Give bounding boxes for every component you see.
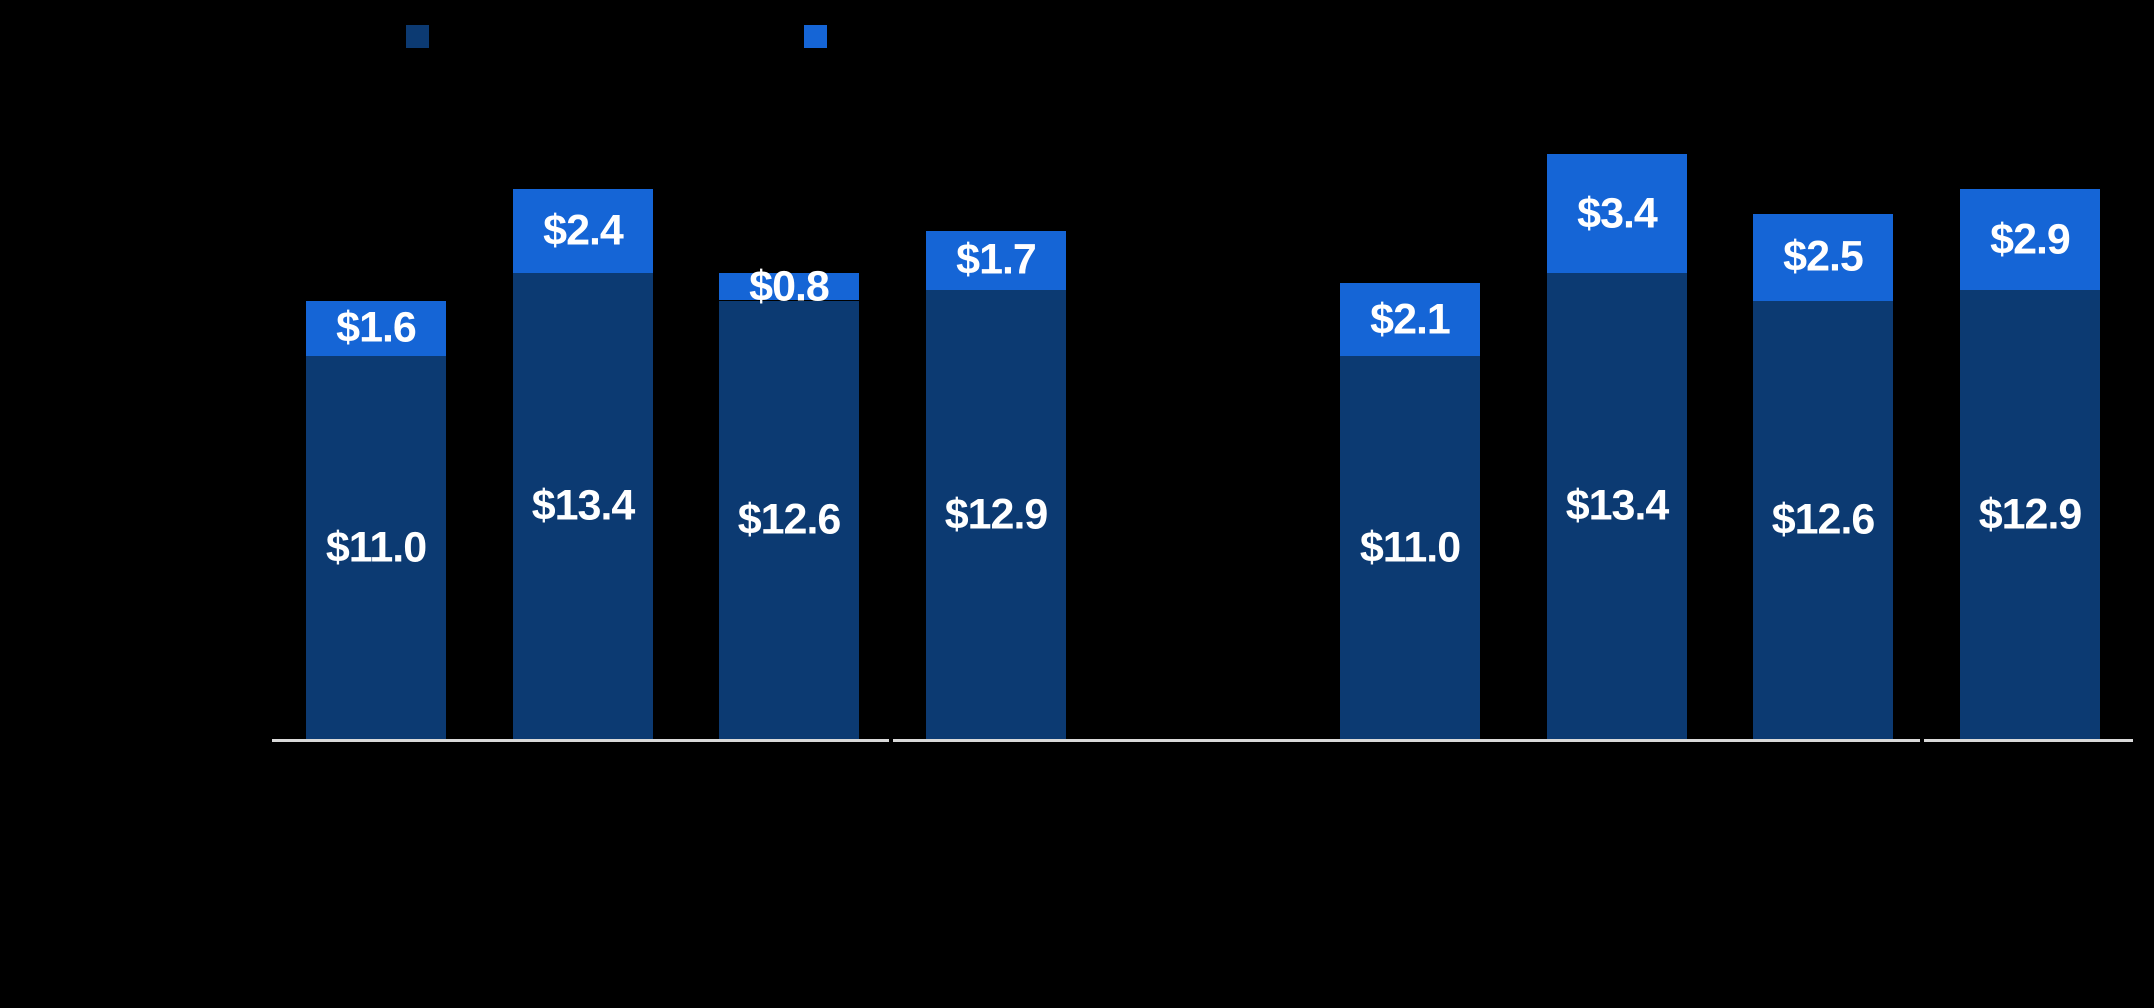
bar-segment-bottom: $11.0 <box>1340 356 1480 739</box>
bar-value-label: $1.6 <box>336 303 417 352</box>
bar-segment-top: $1.6 <box>306 300 446 357</box>
bar-value-label: $11.0 <box>1359 523 1461 572</box>
bar-segment-top: $2.4 <box>513 189 653 273</box>
bar-value-label: $12.6 <box>737 495 842 544</box>
legend-swatch-1 <box>406 25 429 48</box>
bar-value-label: $12.6 <box>1771 495 1876 544</box>
bar-segment-bottom: $12.9 <box>1960 290 2100 739</box>
bar-segment-bottom: $12.9 <box>926 290 1066 739</box>
bar-value-label: $11.0 <box>325 523 427 572</box>
bar-value-label: $2.1 <box>1370 295 1451 344</box>
bar-segment-bottom: $13.4 <box>1547 272 1687 739</box>
bar-segment-top: $2.9 <box>1960 189 2100 291</box>
bar-segment-top: $2.1 <box>1340 283 1480 357</box>
bar-segment-bottom: $11.0 <box>306 356 446 739</box>
x-axis-line <box>272 739 889 742</box>
x-axis-line <box>1924 739 2133 742</box>
bar-segment-top: $1.7 <box>926 230 1066 291</box>
bar-value-label: $2.5 <box>1783 232 1864 281</box>
bar-segment-bottom: $12.6 <box>719 300 859 739</box>
legend-swatch-2 <box>804 25 827 48</box>
bar-segment-top: $0.8 <box>719 265 859 308</box>
bar-segment-bottom: $12.6 <box>1753 300 1893 739</box>
bar-value-label: $1.7 <box>956 235 1037 284</box>
bar-segment-bottom: $13.4 <box>513 272 653 739</box>
bar-value-label: $12.9 <box>1978 490 2083 539</box>
bar-value-label: $2.4 <box>543 206 624 255</box>
bar-value-label: $2.9 <box>1990 215 2071 264</box>
bar-value-label: $0.8 <box>749 262 830 311</box>
bar-segment-top: $3.4 <box>1547 154 1687 273</box>
x-axis-line <box>893 739 1920 742</box>
bar-value-label: $12.9 <box>944 490 1049 539</box>
bar-segment-top: $2.5 <box>1753 213 1893 301</box>
bar-value-label: $13.4 <box>1565 481 1670 530</box>
bar-value-label: $13.4 <box>531 481 636 530</box>
bar-value-label: $3.4 <box>1577 189 1658 238</box>
